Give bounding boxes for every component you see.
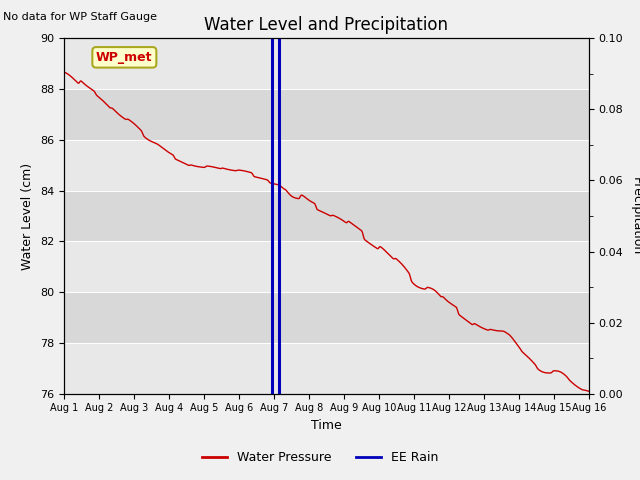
X-axis label: Time: Time	[311, 419, 342, 432]
Bar	[64, 191, 589, 241]
Legend: Water Pressure, EE Rain: Water Pressure, EE Rain	[196, 446, 444, 469]
Bar	[64, 241, 589, 292]
Bar	[64, 38, 589, 89]
Bar	[64, 140, 589, 191]
Text: WP_met: WP_met	[96, 51, 152, 64]
Text: No data for WP Staff Gauge: No data for WP Staff Gauge	[3, 12, 157, 22]
Bar	[64, 89, 589, 140]
Y-axis label: Water Level (cm): Water Level (cm)	[22, 162, 35, 270]
Title: Water Level and Precipitation: Water Level and Precipitation	[204, 16, 449, 34]
Bar	[64, 292, 589, 343]
Bar	[64, 343, 589, 394]
Y-axis label: Precipitation: Precipitation	[630, 177, 640, 255]
